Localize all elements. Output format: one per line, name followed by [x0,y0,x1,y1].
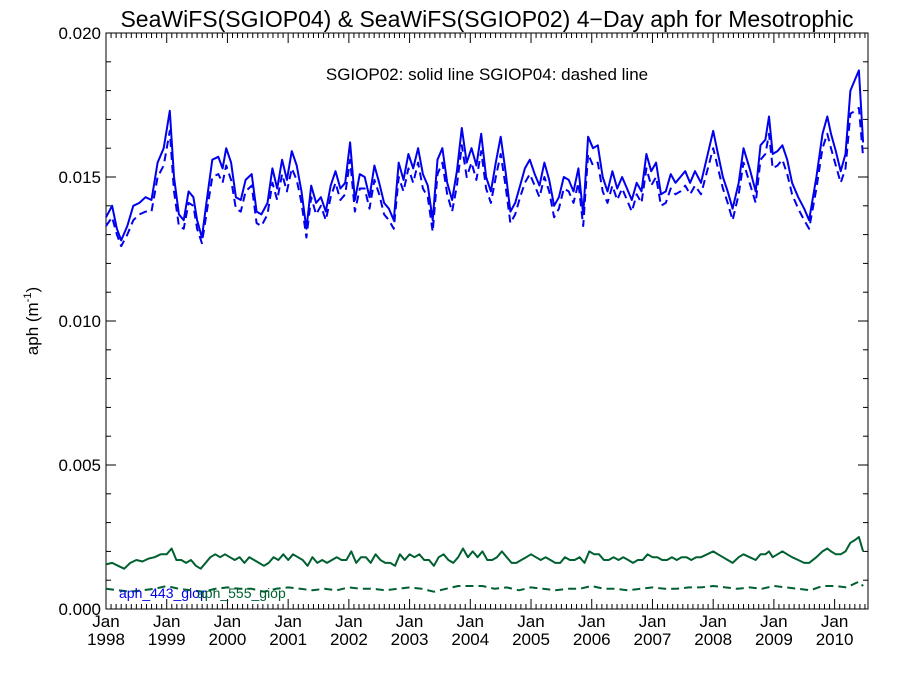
chart-subtitle: SGIOP02: solid line SGIOP04: dashed line [326,65,648,84]
y-tick-label: 0.020 [58,24,101,43]
x-tick-label-month: Jan [639,612,666,631]
y-axis-label: aph (m-1) [22,287,42,355]
x-tick-label-month: Jan [699,612,726,631]
x-tick-label-month: Jan [578,612,605,631]
x-tick-label-month: Jan [274,612,301,631]
x-tick-label-month: Jan [760,612,787,631]
series-line-aph_555_giop-solid [105,536,865,570]
y-axis-label-superscript: -1 [22,292,34,302]
x-tick-label-year: 2003 [391,630,429,649]
x-tick-label-year: 2000 [209,630,247,649]
y-tick-label: 0.015 [58,168,101,187]
legend-label: aph_443_giop [119,585,208,601]
x-tick-label-year: 2004 [451,630,489,649]
x-tick-label-month: Jan [821,612,848,631]
x-tick-label-month: Jan [153,612,180,631]
x-tick-label-month: Jan [457,612,484,631]
x-tick-label-year: 2007 [634,630,672,649]
y-tick-label: 0.010 [58,312,101,331]
x-tick-label-month: Jan [214,612,241,631]
x-tick-label-year: 1999 [148,630,186,649]
svg-text:aph (m-1): aph (m-1) [22,287,42,355]
plot-frame [105,32,869,610]
x-tick-label-month: Jan [335,612,362,631]
x-tick-label-year: 2008 [694,630,732,649]
y-axis-label-main: aph (m [23,302,42,355]
x-tick-label-month: Jan [396,612,423,631]
x-tick-label-year: 2005 [512,630,550,649]
x-tick-label-month: Jan [92,612,119,631]
y-tick-label: 0.005 [58,456,101,475]
legend-label: aph_555_giop [197,585,286,601]
x-tick-label-year: 2002 [330,630,368,649]
y-tick-label: 0.000 [58,600,101,619]
x-tick-label-year: 2009 [755,630,793,649]
x-tick-label-year: 2006 [573,630,611,649]
y-axis-label-end: ) [23,287,42,293]
x-tick-label-year: 2001 [269,630,307,649]
series-line-aph_443_giop-dashed [105,106,865,248]
x-tick-label-month: Jan [517,612,544,631]
chart-title: SeaWiFS(SGIOP04) & SeaWiFS(SGIOP02) 4−Da… [120,6,853,32]
series-line-aph_555_giop-dashed [105,580,864,593]
series-line-aph_443_giop-solid [105,69,865,242]
x-tick-label-year: 2010 [816,630,854,649]
plot-area: 0.0000.0050.0100.0150.020Jan1998Jan1999J… [58,24,869,649]
x-tick-label-year: 1998 [87,630,125,649]
